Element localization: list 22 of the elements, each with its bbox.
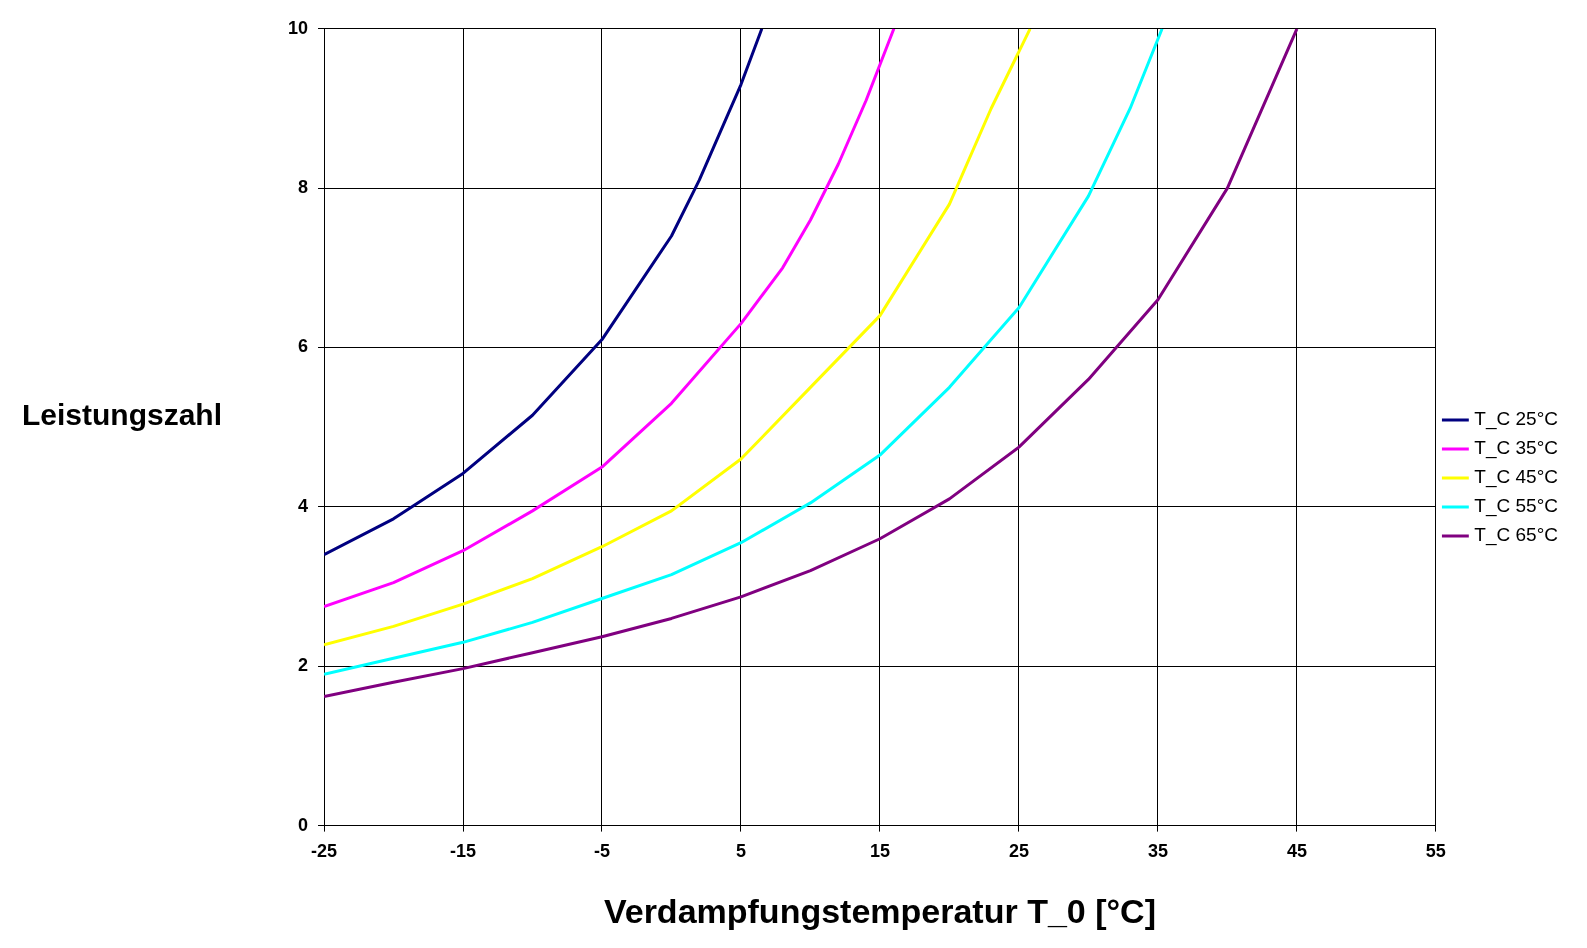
y-tick-label: 2 bbox=[298, 655, 309, 676]
x-tick-label: 15 bbox=[869, 841, 890, 862]
y-tick-label: 8 bbox=[298, 177, 309, 198]
y-tick-label: 10 bbox=[287, 17, 309, 38]
legend-label: T_C 55°C bbox=[1474, 495, 1559, 518]
y-tick-label: 4 bbox=[298, 495, 309, 516]
y-tick-label: 6 bbox=[298, 336, 309, 357]
x-tick-label: 35 bbox=[1147, 841, 1168, 862]
x-tick-label: 25 bbox=[1008, 841, 1029, 862]
x-tick-label: -15 bbox=[450, 841, 477, 862]
y-axis-title: Leistungszahl bbox=[22, 398, 223, 432]
x-tick-label: 55 bbox=[1425, 841, 1446, 862]
x-tick-label: -25 bbox=[311, 841, 338, 862]
legend-label: T_C 25°C bbox=[1474, 408, 1559, 431]
y-tick-label: 0 bbox=[298, 814, 309, 835]
x-tick-label: -5 bbox=[593, 841, 610, 862]
legend-label: T_C 65°C bbox=[1474, 524, 1559, 547]
x-tick-label: 45 bbox=[1286, 841, 1307, 862]
x-tick-label: 5 bbox=[735, 841, 746, 862]
legend-label: T_C 35°C bbox=[1474, 437, 1559, 460]
legend-label: T_C 45°C bbox=[1474, 466, 1559, 489]
x-axis-title: Verdampfungstemperatur T_0 [°C] bbox=[603, 891, 1156, 930]
